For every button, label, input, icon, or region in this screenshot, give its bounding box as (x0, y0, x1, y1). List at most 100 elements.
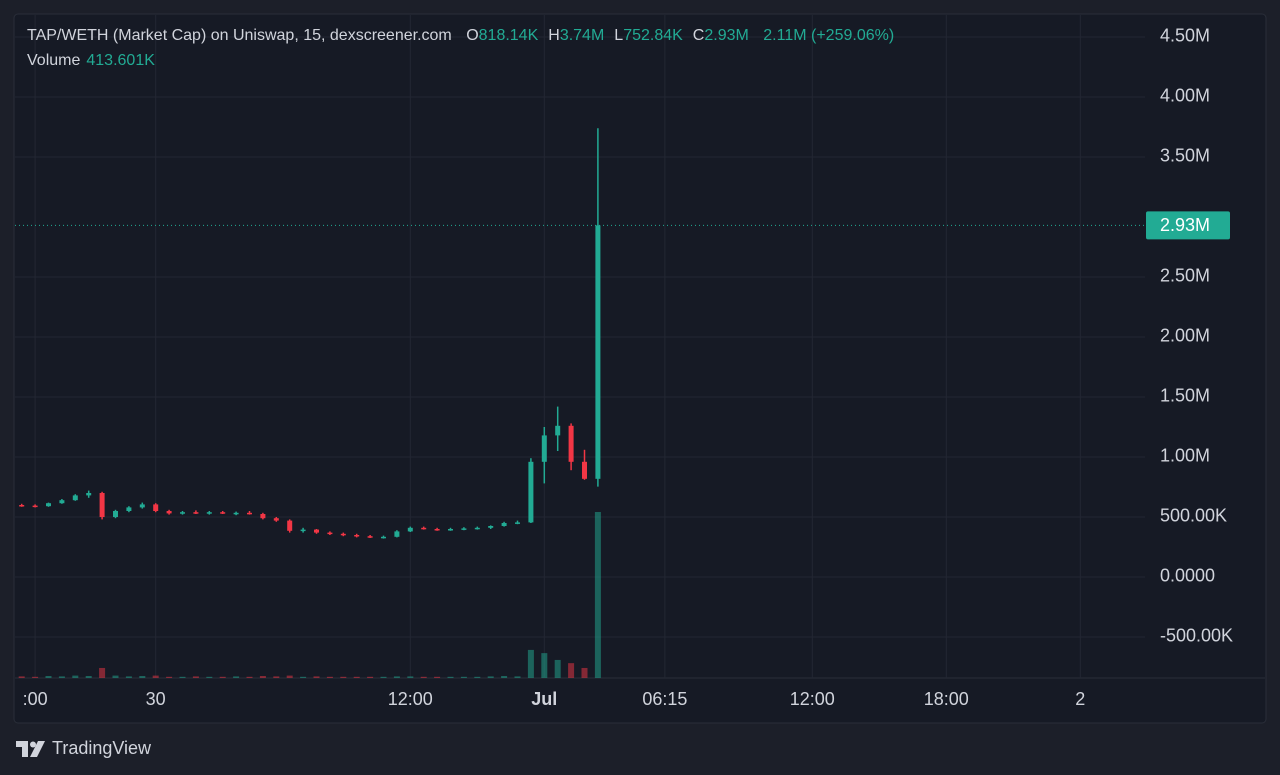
volume-bar (313, 676, 320, 678)
ohlc-value: 2.93M (704, 27, 749, 44)
volume-bar (581, 667, 588, 678)
volume-bar (434, 676, 441, 678)
candle-body (407, 527, 413, 532)
candle-body (32, 505, 38, 508)
volume-bar (514, 676, 521, 678)
volume-bar (206, 676, 213, 678)
candle-body (300, 529, 306, 532)
candle-body (206, 512, 212, 514)
volume-bar (474, 676, 481, 678)
y-tick-label: 2.00M (1160, 326, 1210, 346)
ohlc-key: H (548, 27, 560, 44)
candle-body (314, 529, 319, 533)
candle-body (273, 518, 279, 521)
candle-body (381, 536, 386, 539)
candle-body (528, 461, 534, 523)
candle-body (153, 504, 159, 511)
volume-bar (18, 676, 25, 678)
x-tick-label: 06:15 (642, 689, 687, 709)
candle-body (86, 492, 92, 496)
candle-body (126, 507, 132, 511)
candle-body (448, 528, 453, 531)
volume-bar (125, 676, 132, 678)
last-price-label: 2.93M (1160, 215, 1210, 235)
volume-bar (594, 512, 601, 678)
candle-body (287, 520, 293, 531)
candle-body (434, 528, 440, 531)
y-tick-label: 500.00K (1160, 506, 1227, 526)
grid (15, 15, 1145, 678)
ohlc-key: O (466, 27, 479, 44)
ohlc-value: 752.84K (623, 27, 683, 44)
volume-bar (326, 676, 333, 678)
volume-bar (85, 675, 92, 678)
brand: TradingView (16, 738, 151, 759)
candle-body (568, 425, 574, 462)
candle-body (340, 533, 346, 536)
volume-bar (246, 676, 253, 678)
ohlc-key: C (692, 27, 705, 44)
volume-bar (367, 676, 374, 678)
x-tick-label: 2 (1075, 689, 1085, 709)
candle-body (354, 534, 360, 537)
volume-bar (112, 675, 119, 678)
volume-value: 413.601K (86, 52, 155, 69)
volume-bar (460, 676, 467, 678)
volume-bar (380, 676, 387, 678)
x-tick-label: 30 (146, 689, 166, 709)
volume-bar (393, 676, 400, 678)
candle-body (555, 425, 561, 436)
volume-bar (166, 676, 173, 678)
candle-body (541, 435, 547, 462)
volume-bar (300, 676, 307, 678)
x-tick-label: Jul (531, 689, 557, 709)
y-tick-label: 4.50M (1160, 26, 1210, 46)
candle-body (394, 531, 400, 537)
candle-body (59, 500, 65, 504)
volume-bar (541, 653, 548, 678)
candle-body (367, 536, 373, 538)
candle-body (595, 225, 601, 479)
y-tick-label: 3.50M (1160, 146, 1210, 166)
y-tick-label: 4.00M (1160, 86, 1210, 106)
ohlc-value: 3.74M (559, 27, 605, 44)
volume-bar (179, 676, 186, 678)
candle-body (501, 522, 507, 526)
brand-name: TradingView (52, 738, 152, 758)
y-tick-label: 2.50M (1160, 266, 1210, 286)
volume-bar (340, 676, 347, 678)
y-tick-label: -500.00K (1160, 626, 1233, 646)
title: TAP/WETH (Market Cap) on Uniswap, 15, de… (27, 27, 452, 44)
x-tick-label: 18:00 (924, 689, 969, 709)
candle-body (461, 528, 467, 530)
candle-body (19, 504, 25, 507)
candle-body (421, 527, 427, 530)
volume-bar (32, 676, 39, 678)
volume-legend: Volume 413.601K (27, 52, 155, 70)
volume-bar (99, 667, 106, 678)
volume-bar (192, 676, 199, 678)
volume-bar (152, 675, 159, 678)
ohlc-key: L (614, 27, 624, 44)
candle-body (260, 513, 266, 519)
volume-bar (527, 649, 534, 678)
y-tick-label: 1.50M (1160, 386, 1210, 406)
candle-body (515, 522, 520, 524)
candle-body (193, 512, 199, 514)
x-tick-label: 12:00 (388, 689, 433, 709)
change: 2.11M (+259.06%) (763, 27, 895, 44)
candle-body (220, 512, 226, 514)
volume-bar (219, 676, 226, 678)
candle-body (327, 532, 333, 535)
volume-bar (72, 675, 79, 678)
volume-bar (233, 676, 240, 678)
legend-header: TAP/WETH (Market Cap) on Uniswap, 15, de… (27, 27, 894, 45)
x-tick-label: 12:00 (790, 689, 835, 709)
volume-bar (353, 676, 360, 678)
volume-bar (286, 675, 293, 678)
chart-panel (13, 13, 1267, 724)
ohlc-value: 818.14K (478, 27, 539, 44)
ohlc-legend: O818.14K H3.74M L752.84K C2.93M (456, 27, 749, 44)
